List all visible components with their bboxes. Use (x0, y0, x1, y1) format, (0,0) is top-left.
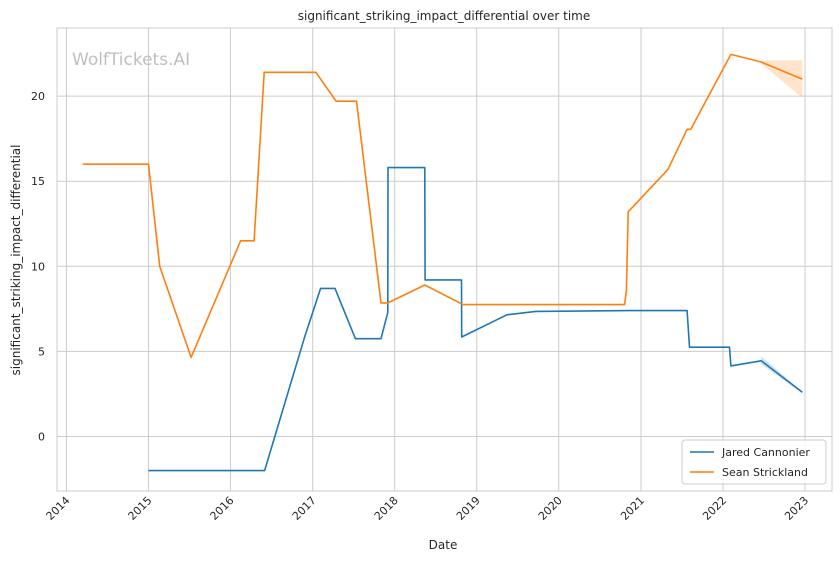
watermark: WolfTickets.AI (72, 50, 190, 70)
legend-box (681, 439, 827, 485)
x-tick-label: 2023 (782, 494, 811, 523)
y-tick-labels: 0 5 10 15 20 (31, 90, 45, 443)
series-line-jared-cannonier (148, 166, 803, 472)
series-line-sean-strickland (82, 53, 803, 359)
chart-title: significant_striking_impact_differential… (298, 9, 590, 23)
series-lines (82, 53, 803, 472)
x-tick-label: 2018 (372, 494, 401, 523)
y-tick-label: 5 (38, 345, 45, 358)
grid-lines (57, 28, 832, 491)
x-tick-label: 2014 (44, 494, 73, 523)
y-tick-label: 15 (31, 175, 45, 188)
x-tick-label: 2016 (208, 494, 237, 523)
legend: Jared Cannonier Sean Strickland (681, 439, 827, 485)
x-tick-labels: 2014 2015 2016 2017 2018 2019 2020 2021 2022 2023 (44, 494, 812, 523)
y-tick-label: 0 (38, 431, 45, 444)
x-tick-label: 2019 (454, 494, 483, 523)
legend-label-sean-strickland: Sean Strickland (722, 466, 808, 479)
legend-label-jared-cannonier: Jared Cannonier (721, 446, 810, 459)
x-tick-label: 2020 (536, 494, 565, 523)
x-axis-label: Date (429, 538, 458, 552)
y-tick-label: 10 (31, 260, 45, 273)
x-tick-label: 2022 (700, 494, 729, 523)
band-sean-strickland (761, 60, 803, 98)
x-tick-label: 2017 (290, 494, 319, 523)
plot-area (56, 27, 833, 492)
y-tick-label: 20 (31, 90, 45, 103)
x-tick-label: 2021 (618, 494, 647, 523)
y-axis-label: significant_striking_impact_differential (9, 145, 23, 376)
x-tick-label: 2015 (126, 494, 155, 523)
